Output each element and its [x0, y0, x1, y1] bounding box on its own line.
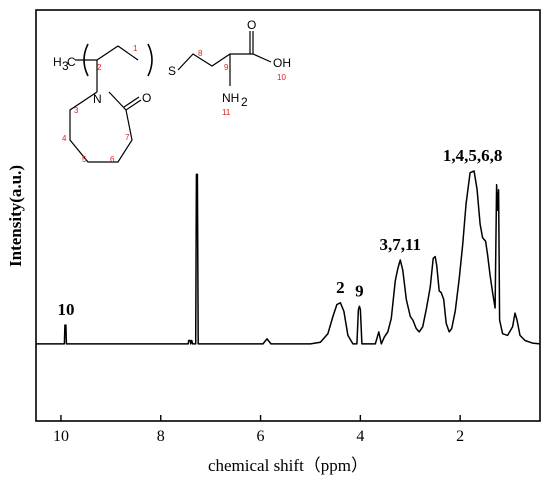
acid-oxygen: O — [247, 18, 256, 32]
plot-frame — [35, 9, 541, 422]
structure-bonds — [69, 31, 272, 163]
structure-labels: H 3 C S N O O OH NH 2 1 2 3 4 5 6 7 8 9 … — [53, 18, 291, 164]
sulfur-atom: S — [168, 64, 176, 78]
methyl-h: H — [53, 55, 62, 69]
peak-label-2: 2 — [336, 278, 345, 297]
atom-number-11: 11 — [222, 108, 231, 117]
atom-number-1: 1 — [133, 44, 138, 53]
peak-annotations: 10 2 9 3,7,11 1,4,5,6,8 — [57, 146, 502, 319]
atom-number-7: 7 — [125, 133, 130, 142]
atom-number-10: 10 — [277, 73, 286, 82]
atom-number-5: 5 — [82, 155, 87, 164]
atom-number-4: 4 — [62, 134, 67, 143]
spectrum-line — [36, 170, 541, 345]
x-tick-label-10: 10 — [53, 428, 69, 445]
methyl-sub: 3 — [62, 59, 69, 73]
right-bracket — [147, 43, 153, 77]
ketone-oxygen: O — [142, 91, 151, 105]
peak-label-9: 9 — [355, 281, 364, 300]
y-axis-title: Intensity(a.u.) — [6, 165, 25, 267]
amine-group: NH — [222, 91, 239, 105]
atom-number-6: 6 — [110, 155, 115, 164]
hydroxyl-group: OH — [273, 56, 291, 70]
peak-label-1-4-5-6-8: 1,4,5,6,8 — [443, 146, 503, 165]
atom-number-2: 2 — [97, 63, 102, 72]
left-bracket — [83, 43, 89, 77]
amine-sub: 2 — [241, 95, 248, 109]
x-tick-label-6: 6 — [257, 428, 265, 445]
x-tick-label-8: 8 — [157, 428, 165, 445]
molecular-structure — [69, 31, 272, 163]
nitrogen-atom: N — [93, 92, 102, 106]
atom-number-9: 9 — [224, 63, 229, 72]
peak-label-3-7-11: 3,7,11 — [379, 235, 421, 254]
atom-number-8: 8 — [198, 49, 203, 58]
x-axis-title: chemical shift（ppm） — [208, 456, 368, 475]
methyl-c: C — [67, 55, 76, 69]
atom-number-3: 3 — [74, 106, 79, 115]
x-tick-label-2: 2 — [456, 428, 464, 445]
x-tick-label-4: 4 — [356, 428, 364, 445]
x-axis-ticks: 10 8 6 4 2 — [53, 415, 464, 445]
peak-label-10: 10 — [57, 300, 74, 319]
